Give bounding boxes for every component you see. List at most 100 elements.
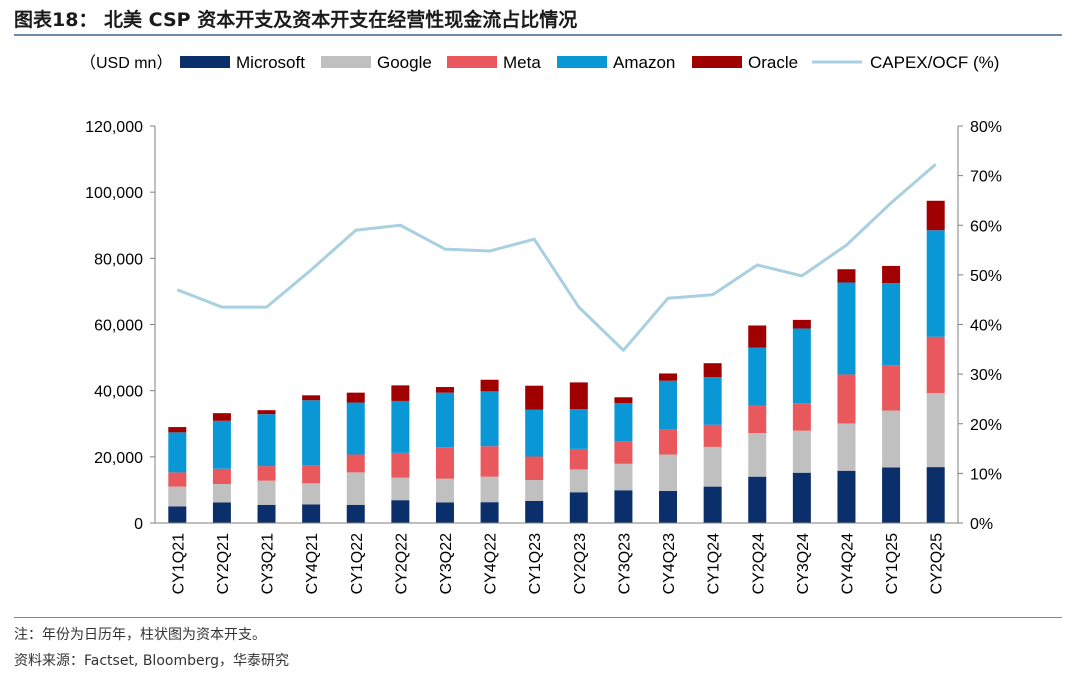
- bar-google: [168, 486, 187, 507]
- bar-amazon: [926, 230, 945, 337]
- bar-meta: [659, 429, 678, 455]
- bar-amazon: [659, 380, 678, 430]
- y-right-tick-label: 80%: [970, 119, 1002, 136]
- bar-amazon: [703, 377, 722, 425]
- bar-microsoft: [168, 506, 187, 523]
- bar-oracle: [391, 385, 410, 401]
- bar-google: [837, 423, 856, 471]
- bar-amazon: [168, 432, 187, 473]
- x-tick-label: CY1Q25: [884, 533, 901, 594]
- bar-meta: [480, 446, 499, 477]
- bar-microsoft: [525, 500, 544, 523]
- legend-label-microsoft: Microsoft: [236, 53, 305, 72]
- x-tick-label: CY2Q23: [572, 533, 589, 594]
- bar-microsoft: [882, 467, 901, 523]
- bar-google: [882, 410, 901, 468]
- bar-oracle: [212, 413, 231, 421]
- x-tick-label: CY1Q24: [706, 533, 723, 594]
- bar-microsoft: [569, 492, 588, 523]
- y-left-tick-label: 0: [134, 516, 143, 533]
- bar-microsoft: [346, 504, 365, 523]
- legend-label-meta: Meta: [503, 53, 541, 72]
- bar-microsoft: [257, 504, 276, 523]
- y-left-tick-label: 40,000: [94, 384, 143, 401]
- bar-meta: [302, 465, 321, 484]
- bar-google: [435, 478, 454, 503]
- line-layer: [176, 163, 937, 352]
- bar-amazon: [257, 414, 276, 467]
- bar-meta: [435, 447, 454, 479]
- bar-google: [569, 469, 588, 493]
- chart-legend: （USD mn） Microsoft Google Meta Amazon Oracle C…: [80, 53, 999, 72]
- capex-chart: （USD mn） Microsoft Google Meta Amazon Oracle C…: [80, 53, 1002, 594]
- bar-amazon: [391, 400, 410, 453]
- bar-oracle: [882, 265, 901, 284]
- bar-google: [391, 477, 410, 501]
- x-tick-label: CY3Q21: [260, 533, 277, 594]
- bar-amazon: [614, 403, 633, 442]
- bar-google: [614, 463, 633, 491]
- bar-google: [703, 446, 722, 487]
- y-left-tick-label: 80,000: [94, 251, 143, 268]
- bar-amazon: [346, 402, 365, 455]
- y-right-tick-label: 60%: [970, 218, 1002, 235]
- bar-meta: [391, 452, 410, 478]
- bar-oracle: [614, 397, 633, 404]
- y-right-tick-label: 50%: [970, 268, 1002, 285]
- bar-layer: [168, 200, 945, 523]
- bar-amazon: [748, 347, 767, 406]
- axes-layer: 0 20,000 40,000 60,000 80,000 100,000 120,000 0…: [85, 119, 1002, 594]
- bar-amazon: [525, 409, 544, 457]
- bar-oracle: [569, 382, 588, 410]
- bar-meta: [569, 448, 588, 470]
- x-tick-label: CY4Q22: [483, 533, 500, 594]
- bar-oracle: [346, 392, 365, 403]
- bar-meta: [257, 466, 276, 481]
- bar-oracle: [257, 410, 276, 415]
- y-left-tick-label: 100,000: [85, 185, 143, 202]
- legend-label-google: Google: [377, 53, 432, 72]
- x-tick-label: CY3Q24: [795, 533, 812, 594]
- x-tick-label: CY2Q24: [750, 533, 767, 594]
- bar-meta: [926, 336, 945, 393]
- bar-google: [926, 392, 945, 468]
- bar-oracle: [168, 427, 187, 433]
- bar-google: [525, 479, 544, 501]
- x-tick-label: CY4Q21: [304, 533, 321, 594]
- bar-meta: [212, 468, 231, 484]
- bar-meta: [346, 454, 365, 473]
- bar-amazon: [792, 328, 811, 404]
- bar-google: [792, 430, 811, 473]
- legend-swatch-meta: [447, 56, 497, 68]
- legend-label-capex-ocf: CAPEX/OCF (%): [870, 53, 999, 72]
- y-left-tick-label: 120,000: [85, 119, 143, 136]
- x-tick-label: CY2Q22: [393, 533, 410, 594]
- bar-google: [659, 454, 678, 491]
- bar-microsoft: [703, 486, 722, 523]
- bar-meta: [882, 365, 901, 411]
- bar-oracle: [703, 363, 722, 378]
- capex-ocf-line: [176, 163, 937, 352]
- bar-microsoft: [435, 502, 454, 523]
- bar-microsoft: [391, 500, 410, 523]
- bar-amazon: [480, 391, 499, 447]
- page-title: 图表18： 北美 CSP 资本开支及资本开支在经营性现金流占比情况: [14, 9, 578, 31]
- bar-oracle: [792, 319, 811, 329]
- bar-meta: [525, 456, 544, 480]
- y-right-tick-label: 40%: [970, 318, 1002, 335]
- y-left-tick-label: 60,000: [94, 318, 143, 335]
- bar-oracle: [480, 379, 499, 392]
- x-tick-label: CY3Q23: [616, 533, 633, 594]
- y-right-tick-label: 0%: [970, 516, 993, 533]
- y-right-tick-label: 20%: [970, 417, 1002, 434]
- legend-swatch-amazon: [557, 56, 607, 68]
- bar-microsoft: [212, 502, 231, 523]
- y-left-tick-label: 20,000: [94, 450, 143, 467]
- source-note: 资料来源：Factset, Bloomberg，华泰研究: [14, 653, 289, 669]
- bar-microsoft: [837, 470, 856, 523]
- bar-oracle: [302, 395, 321, 401]
- bar-microsoft: [480, 502, 499, 523]
- unit-label: （USD mn）: [80, 54, 172, 72]
- footer-divider: [14, 617, 1062, 618]
- x-tick-label: CY1Q22: [349, 533, 366, 594]
